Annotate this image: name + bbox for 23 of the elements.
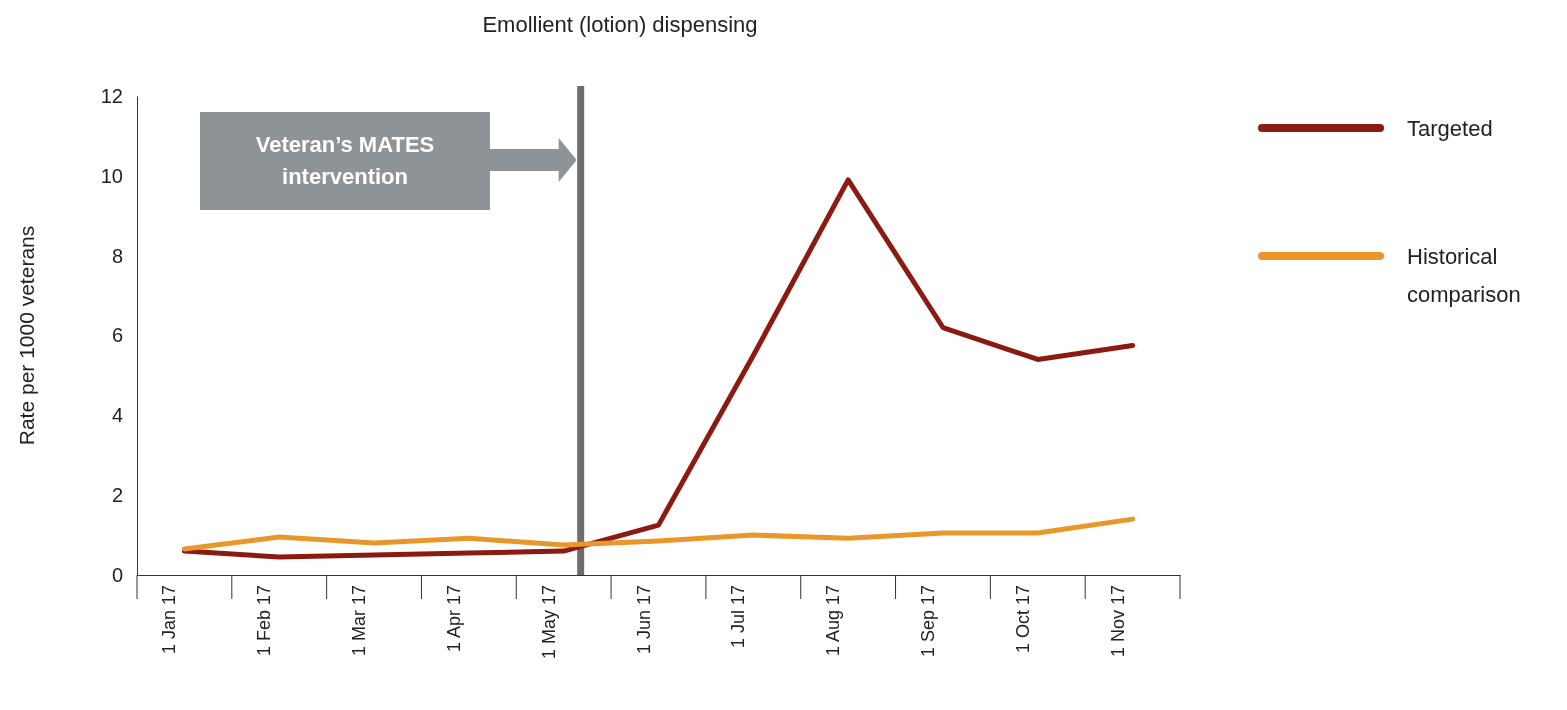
y-tick-label: 8 [111, 244, 123, 267]
text: Targeted [1407, 116, 1493, 141]
x-tick-label: 1 Nov 17 [1107, 585, 1128, 658]
x-tick-label: 1 Apr 17 [443, 585, 464, 653]
y-tick-label: 6 [111, 324, 123, 347]
x-tick-label: 1 Feb 17 [254, 585, 275, 657]
y-tick-label: 10 [100, 164, 123, 187]
annotation: Veteran’s MATES intervention [255, 132, 435, 189]
x-tick-label: 1 Jul 17 [728, 585, 749, 649]
y-tick-label: 2 [111, 484, 123, 507]
y-tick-label: 12 [100, 84, 123, 107]
x-tick-label: 1 Oct 17 [1012, 585, 1033, 654]
y-axis-title: Rate per 1000 veterans [15, 225, 38, 446]
x-tick-label: 1 Jan 17 [159, 585, 180, 655]
text: Historical comparison [1407, 244, 1521, 307]
x-tick-label: 1 Mar 17 [349, 585, 370, 657]
x-tick-label: 1 Sep 17 [917, 585, 938, 658]
y-tick-label: 0 [111, 563, 123, 586]
chart-title: Emollient (lotion) dispensing [482, 12, 758, 37]
x-tick-label: 1 Jun 17 [633, 585, 654, 655]
x-tick-label: 1 Aug 17 [823, 585, 844, 657]
x-tick-label: 1 May 17 [538, 585, 559, 660]
y-tick-label: 4 [111, 404, 123, 427]
